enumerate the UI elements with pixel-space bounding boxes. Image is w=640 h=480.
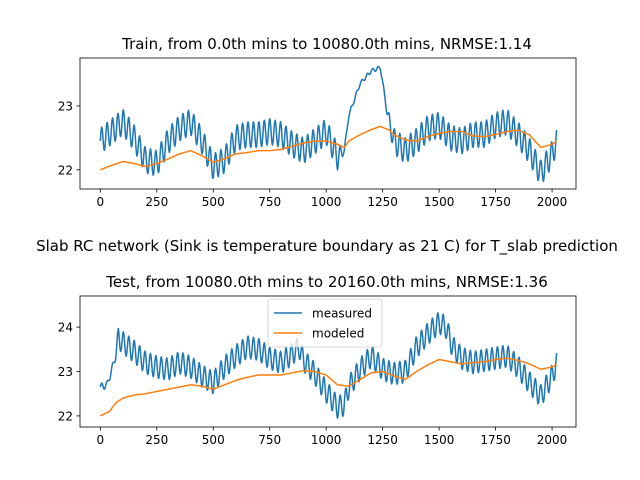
legend-measured-label: measured <box>312 307 372 321</box>
test-x-tick-label: 750 <box>258 433 281 447</box>
train-y-tick-label: 23 <box>58 99 73 113</box>
test-y-tick-label: 24 <box>58 321 73 335</box>
train-x-tick-label: 1250 <box>367 195 398 209</box>
test-x-tick-label: 1500 <box>424 433 455 447</box>
test-x-tick-label: 500 <box>202 433 225 447</box>
test-x-tick-label: 1000 <box>311 433 342 447</box>
train-x-tick-label: 250 <box>145 195 168 209</box>
test-x-tick-label: 2000 <box>537 433 568 447</box>
test-legend: measured modeled <box>267 298 383 348</box>
test-x-tick-label: 1750 <box>480 433 511 447</box>
train-subplot: Train, from 0.0th mins to 10080.0th mins… <box>58 35 577 209</box>
train-x-tick-label: 2000 <box>537 195 568 209</box>
train-x-tick-label: 750 <box>258 195 281 209</box>
train-x-tick-label: 0 <box>97 195 105 209</box>
train-y-tick-label: 22 <box>58 163 73 177</box>
train-x-tick-label: 1750 <box>480 195 511 209</box>
figure-suptitle: Slab RC network (Sink is temperature bou… <box>36 237 618 256</box>
test-x-tick-label: 1250 <box>367 433 398 447</box>
train-modeled-line <box>100 125 558 171</box>
train-axes-frame <box>79 57 577 190</box>
test-plot-area <box>99 312 558 419</box>
test-x-tick-label: 250 <box>145 433 168 447</box>
test-y-tick-label: 22 <box>58 409 73 423</box>
train-measured-line <box>99 65 558 182</box>
train-plot-area <box>99 65 558 182</box>
test-axes-frame <box>79 295 577 428</box>
test-modeled-line <box>100 357 557 417</box>
train-subplot-title: Train, from 0.0th mins to 10080.0th mins… <box>121 35 532 53</box>
train-x-tick-label: 1500 <box>424 195 455 209</box>
test-legend-box <box>267 298 383 348</box>
test-subplot: Test, from 10080.0th mins to 20160.0th m… <box>58 273 577 447</box>
train-x-tick-label: 500 <box>202 195 225 209</box>
test-x-tick-label: 0 <box>97 433 105 447</box>
test-measured-line <box>99 312 558 419</box>
test-subplot-title: Test, from 10080.0th mins to 20160.0th m… <box>105 273 548 291</box>
test-y-tick-label: 23 <box>58 365 73 379</box>
legend-modeled-label: modeled <box>312 327 364 341</box>
train-x-tick-label: 1000 <box>311 195 342 209</box>
